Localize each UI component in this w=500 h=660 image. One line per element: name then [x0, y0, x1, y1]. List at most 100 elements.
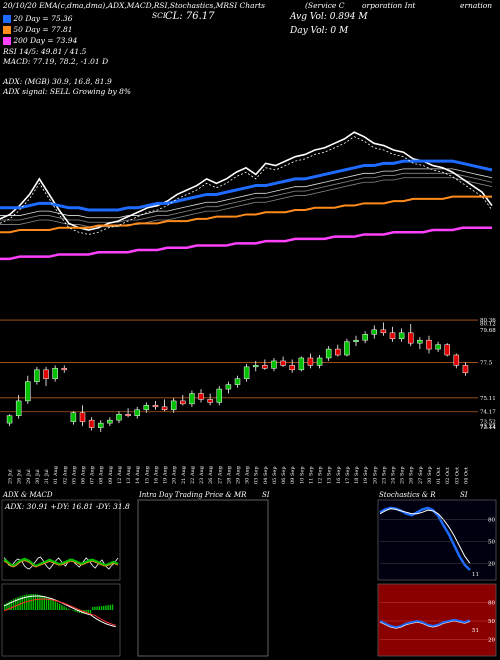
- ema200-legend: 200 Day = 73.94: [3, 37, 77, 45]
- candle-body: [170, 400, 177, 411]
- price-level-label: 80.36: [480, 318, 496, 324]
- price-level-label: 73.22: [480, 424, 496, 430]
- date-tick-label: 19 Aug: [163, 465, 169, 484]
- candle-body: [189, 393, 195, 405]
- macd-histogram-bar: [103, 605, 105, 610]
- macd-histogram-bar: [8, 601, 10, 610]
- close-label: CL: 76.17: [165, 11, 215, 22]
- candle-body: [252, 365, 259, 368]
- candle-body: [462, 365, 469, 374]
- adx-values: ADX: 30.91 +DY: 16.81 -DY: 31.8: [5, 502, 130, 511]
- candle-body: [426, 339, 432, 350]
- candle-body: [88, 419, 95, 428]
- date-tick-label: 20 Sep: [372, 466, 378, 484]
- candle-body: [371, 329, 378, 335]
- date-tick-label: 01 Oct: [436, 467, 442, 484]
- macd-histogram-bar: [30, 594, 32, 610]
- date-tick-label: 06 Aug: [81, 465, 87, 484]
- macd-histogram-bar: [107, 605, 109, 610]
- candle-body: [335, 348, 341, 356]
- ema20-swatch: [3, 15, 11, 23]
- avg-vol: Avg Vol: 0.894 M: [290, 12, 368, 22]
- candle-body: [198, 393, 204, 400]
- macd-histogram-bar: [61, 605, 63, 610]
- date-tick-label: 09 Sep: [290, 466, 296, 484]
- candle-body: [271, 360, 277, 369]
- mrsi-tick-label: 80: [488, 600, 495, 606]
- price-level-label: 73.52: [480, 419, 496, 425]
- header-ticker: SCI: [152, 11, 166, 20]
- macd-histogram-bar: [52, 600, 54, 610]
- macd-line: MACD: 77.19, 78.2, -1.01 D: [3, 57, 109, 66]
- date-tick-label: 29 Jul: [26, 469, 32, 484]
- date-tick-label: 17 Sep: [345, 466, 351, 484]
- candle-body: [234, 378, 241, 385]
- candle-body: [52, 368, 58, 379]
- adx-panel-frame: [1, 499, 121, 581]
- date-tick-label: 05 Aug: [71, 465, 77, 484]
- date-tick-label: 08 Aug: [99, 465, 105, 484]
- stoch-series-stochastic: [379, 506, 471, 571]
- date-tick-label: 01 Aug: [53, 465, 59, 484]
- intraday-panel-title: Intra Day Trading Price & MR: [139, 491, 247, 499]
- macd-histogram-bar: [48, 598, 50, 610]
- macd-histogram-bar: [109, 604, 111, 610]
- date-tick-label: 24 Sep: [391, 466, 397, 484]
- price-level-label: 74.17: [480, 410, 496, 416]
- ema200-label: 200 Day = 73.94: [13, 36, 78, 45]
- date-tick-label: 30 Sep: [427, 466, 433, 484]
- header-company-c: ernation: [460, 1, 493, 10]
- date-tick-label: 10 Sep: [299, 466, 305, 484]
- ema-companion-line: [0, 177, 493, 228]
- macd-histogram-bar: [94, 606, 96, 610]
- candle-body: [97, 422, 104, 428]
- ema200-swatch: [3, 37, 11, 45]
- candle-body: [380, 329, 387, 334]
- candle-body: [453, 354, 460, 366]
- date-tick-label: 23 Aug: [199, 465, 205, 484]
- macd-histogram-bar: [76, 610, 78, 613]
- price-level-label: 73.14: [480, 425, 496, 431]
- stoch-tick-label: 80: [488, 518, 495, 524]
- candle-body: [161, 406, 168, 411]
- candle-body: [307, 357, 314, 366]
- date-tick-label: 30 Aug: [245, 465, 251, 484]
- adx-signal: ADX signal: SELL Growing by 8%: [3, 87, 132, 96]
- date-tick-label: 12 Sep: [318, 466, 324, 484]
- date-tick-label: 13 Sep: [327, 466, 333, 484]
- candle-body: [362, 334, 368, 341]
- date-tick-label: 06 Sep: [281, 466, 287, 484]
- macd-histogram-bar: [105, 605, 107, 610]
- candle-body: [325, 348, 332, 359]
- candle-body: [43, 369, 49, 379]
- macd-signal-line: [3, 598, 116, 626]
- stoch-panel-si: SI: [460, 491, 468, 499]
- date-tick-label: 04 Oct: [463, 467, 469, 484]
- date-tick-label: 29 Aug: [236, 465, 242, 484]
- macd-histogram-bar: [4, 604, 6, 610]
- candle-body: [398, 332, 405, 339]
- candle-body: [444, 344, 450, 356]
- mrsi-tick-label: 20: [488, 638, 495, 644]
- ema-companion-line: [0, 172, 493, 223]
- mrsi-last-value: 51: [472, 628, 479, 634]
- macd-histogram-bar: [67, 608, 70, 610]
- macd-histogram-bar: [19, 596, 21, 610]
- candle-body: [34, 369, 40, 382]
- ema20-legend: 20 Day = 75.36: [3, 15, 73, 23]
- candle-body: [107, 419, 113, 424]
- ema-price-chart: [0, 131, 493, 261]
- stoch-panel-title: Stochastics & R: [379, 491, 436, 499]
- header-title: 20/10/20 EMA(c,dma,dma),ADX,MACD,RSI,Sto…: [3, 1, 266, 10]
- macd-histogram-bar: [6, 602, 8, 610]
- macd-histogram-bar: [89, 610, 92, 614]
- macd-histogram-bar: [39, 594, 41, 610]
- macd-histogram-bar: [45, 597, 48, 610]
- macd-histogram-bar: [34, 594, 37, 610]
- date-tick-label: 25 Jul: [8, 469, 14, 484]
- price-level-label: 77.5: [480, 360, 493, 366]
- stoch-panel-frame: [377, 499, 497, 581]
- candle-body: [25, 381, 31, 402]
- macd-histogram-bar: [63, 606, 65, 610]
- date-tick-label: 21 Aug: [181, 465, 187, 484]
